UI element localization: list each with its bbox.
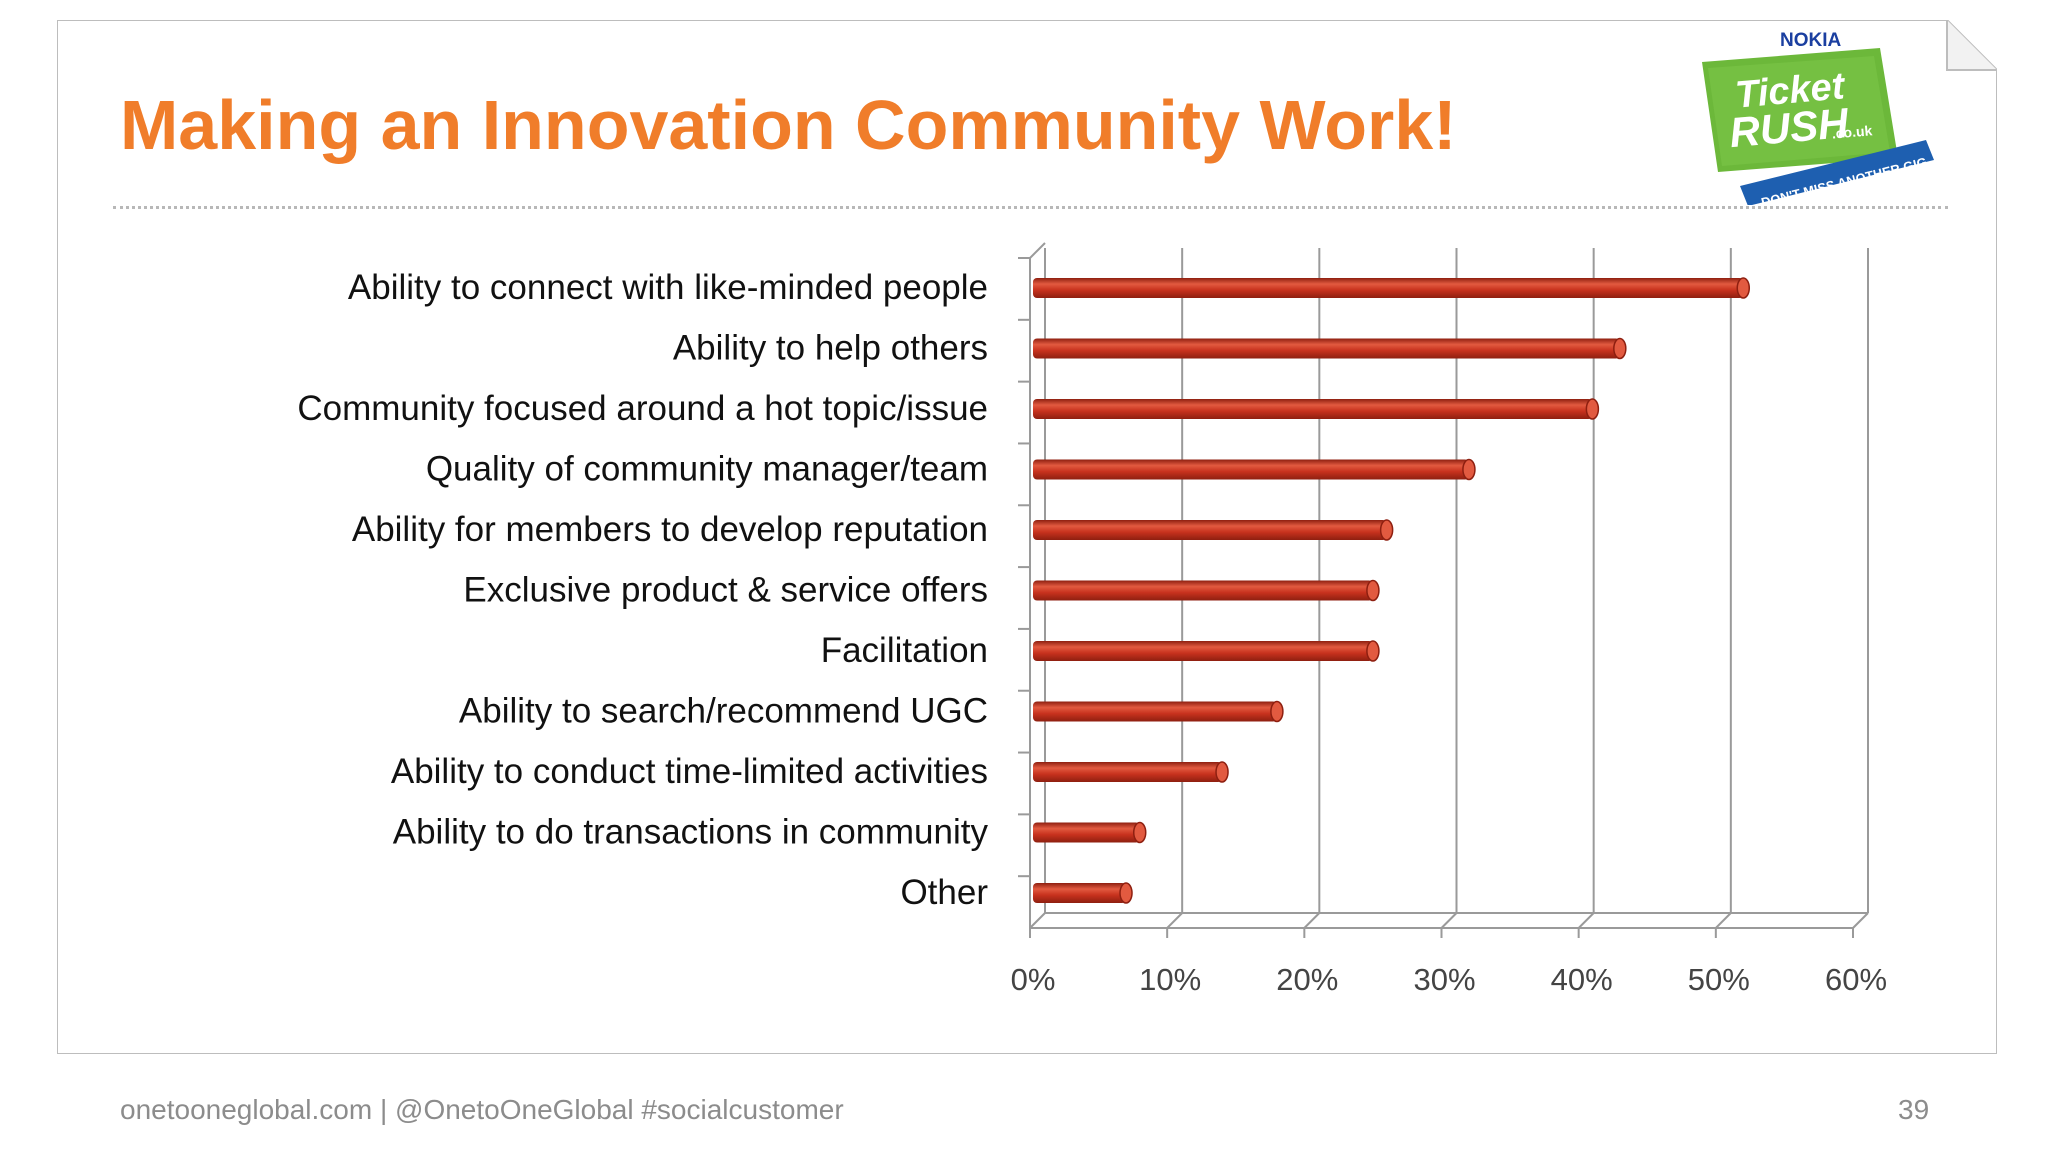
bar [1033,519,1394,541]
bar [1033,579,1380,602]
category-label: Ability to do transactions in community [393,813,989,852]
category-label: Ability to help others [673,329,988,368]
category-label: Ability to conduct time-limited activiti… [391,752,988,791]
category-label: Community focused around a hot topic/iss… [297,389,988,428]
logo-brand: NOKIA [1780,30,1842,51]
category-label: Ability for members to develop reputatio… [352,510,988,549]
category-label: Facilitation [821,631,988,670]
bar [1033,640,1380,662]
x-tick-label: 50% [1688,962,1750,997]
category-label: Ability to search/recommend UGC [459,692,988,731]
x-tick-label: 60% [1825,962,1887,997]
chart-category-labels: Ability to connect with like-minded peop… [297,268,988,912]
slide-frame [57,20,1997,1054]
chart-x-tick-labels: 0% 10% 20% 30% 40% 50% 60% [1011,962,1887,997]
category-label: Ability to connect with like-minded peop… [348,268,988,307]
gridline [1852,248,1869,938]
gridline [1714,248,1732,938]
category-label: Other [900,873,988,912]
gridline [1440,248,1458,938]
logo-domain: .co.uk [1831,122,1873,141]
x-tick-label: 10% [1139,962,1201,997]
bar [1033,398,1600,420]
bar [1033,882,1133,904]
x-tick-label: 40% [1551,962,1613,997]
category-label: Exclusive product & service offers [463,571,988,610]
footer-text: onetooneglobal.com | @OnetoOneGlobal #so… [120,1094,844,1125]
category-label: Quality of community manager/team [426,450,988,489]
bar [1033,458,1476,481]
gridline [1577,248,1595,938]
bar [1033,337,1627,360]
x-tick-label: 0% [1011,962,1056,997]
bar [1033,700,1284,723]
slide-title: Making an Innovation Community Work! [120,86,1457,164]
bar [1033,277,1751,299]
bar [1033,761,1229,783]
chart-axes [1018,242,1868,929]
logo-line2: RUSH [1728,99,1852,156]
ticket-rush-logo: NOKIA Ticket RUSH .co.uk DON'T MISS ANOT… [1702,30,1934,205]
title-divider [113,206,1948,209]
x-tick-label: 30% [1413,962,1475,997]
logo-line1: Ticket [1734,65,1848,116]
chart-bars [1033,277,1751,904]
x-tick-label: 20% [1276,962,1338,997]
bar [1033,821,1147,844]
page-number: 39 [1898,1094,1930,1125]
